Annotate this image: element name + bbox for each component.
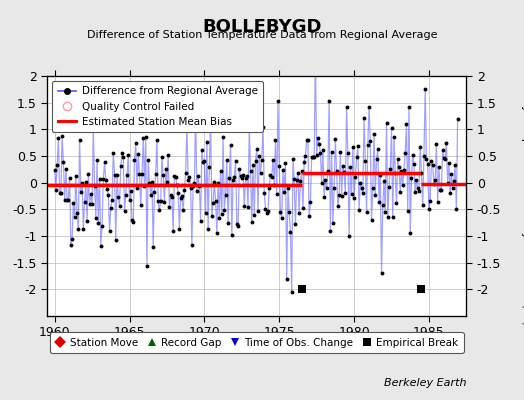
Y-axis label: Monthly Temperature Anomaly Difference (°C): Monthly Temperature Anomaly Difference (… xyxy=(521,67,524,325)
Legend: Station Move, Record Gap, Time of Obs. Change, Empirical Break: Station Move, Record Gap, Time of Obs. C… xyxy=(50,332,464,353)
Text: Berkeley Earth: Berkeley Earth xyxy=(384,378,466,388)
Text: Difference of Station Temperature Data from Regional Average: Difference of Station Temperature Data f… xyxy=(87,30,437,40)
Legend: Difference from Regional Average, Quality Control Failed, Estimated Station Mean: Difference from Regional Average, Qualit… xyxy=(52,81,263,132)
Text: BOLLEBYGD: BOLLEBYGD xyxy=(202,18,322,36)
